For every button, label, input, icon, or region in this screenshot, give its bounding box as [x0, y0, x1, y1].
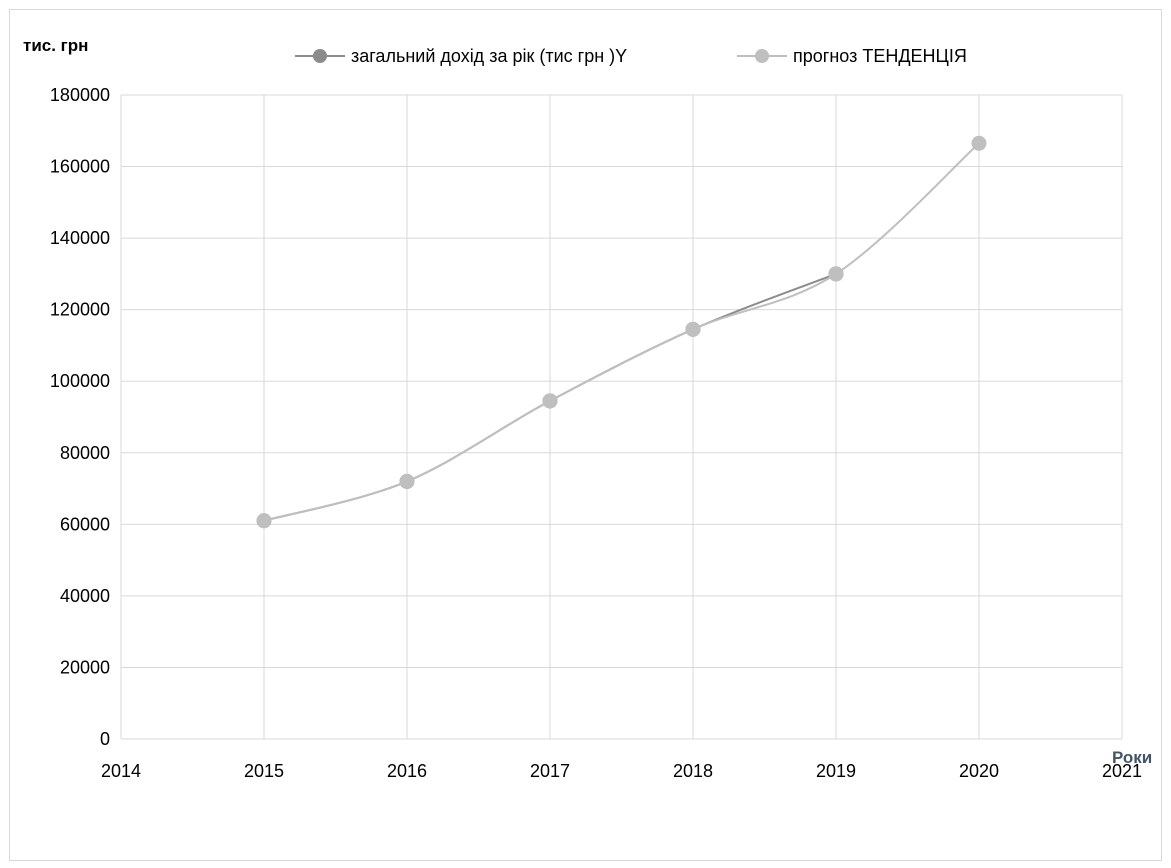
legend-label: прогноз ТЕНДЕНЦІЯ: [793, 46, 967, 66]
data-point: [256, 513, 272, 529]
data-point: [971, 135, 987, 151]
y-tick-label: 60000: [60, 514, 110, 534]
y-tick-label: 20000: [60, 657, 110, 677]
x-tick-label: 2019: [816, 761, 856, 781]
x-axis-label: Роки: [1112, 748, 1152, 767]
legend-label: загальний дохід за рік (тис грн )Y: [351, 46, 627, 66]
series-layer: [256, 135, 987, 529]
y-tick-label: 140000: [50, 228, 110, 248]
y-axis-label: тис. грн: [23, 36, 88, 55]
data-point: [542, 393, 558, 409]
x-tick-label: 2020: [959, 761, 999, 781]
x-tick-label: 2021: [1102, 761, 1142, 781]
y-tick-label: 160000: [50, 157, 110, 177]
legend-item-forecast-trend[interactable]: прогноз ТЕНДЕНЦІЯ: [737, 46, 967, 66]
y-tick-label: 40000: [60, 586, 110, 606]
y-tick-label: 180000: [50, 85, 110, 105]
vertical-gridlines: [263, 95, 1123, 739]
legend-swatch-marker: [313, 49, 327, 63]
y-tick-label: 0: [100, 729, 110, 749]
y-tick-labels: 0 20000 40000 60000 80000 100000 120000 140000 1…: [50, 85, 110, 749]
data-point: [685, 321, 701, 337]
x-tick-label: 2015: [244, 761, 284, 781]
y-tick-label: 80000: [60, 443, 110, 463]
x-tick-labels: 2014 2015 2016 2017 2018 2019 2020 2021: [101, 761, 1142, 781]
series-line: [263, 142, 980, 522]
legend-swatch-marker: [755, 49, 769, 63]
y-tick-label: 120000: [50, 300, 110, 320]
legend-item-total-income[interactable]: загальний дохід за рік (тис грн )Y: [295, 46, 627, 66]
legend: загальний дохід за рік (тис грн )Y прогн…: [295, 46, 967, 66]
x-tick-label: 2014: [101, 761, 141, 781]
x-tick-label: 2018: [673, 761, 713, 781]
series-1: [256, 135, 987, 529]
data-point: [828, 266, 844, 282]
x-tick-label: 2016: [387, 761, 427, 781]
data-point: [399, 473, 415, 489]
chart-frame: [9, 9, 1162, 861]
x-tick-label: 2017: [530, 761, 570, 781]
horizontal-gridlines: [121, 94, 1122, 668]
y-tick-label: 100000: [50, 371, 110, 391]
